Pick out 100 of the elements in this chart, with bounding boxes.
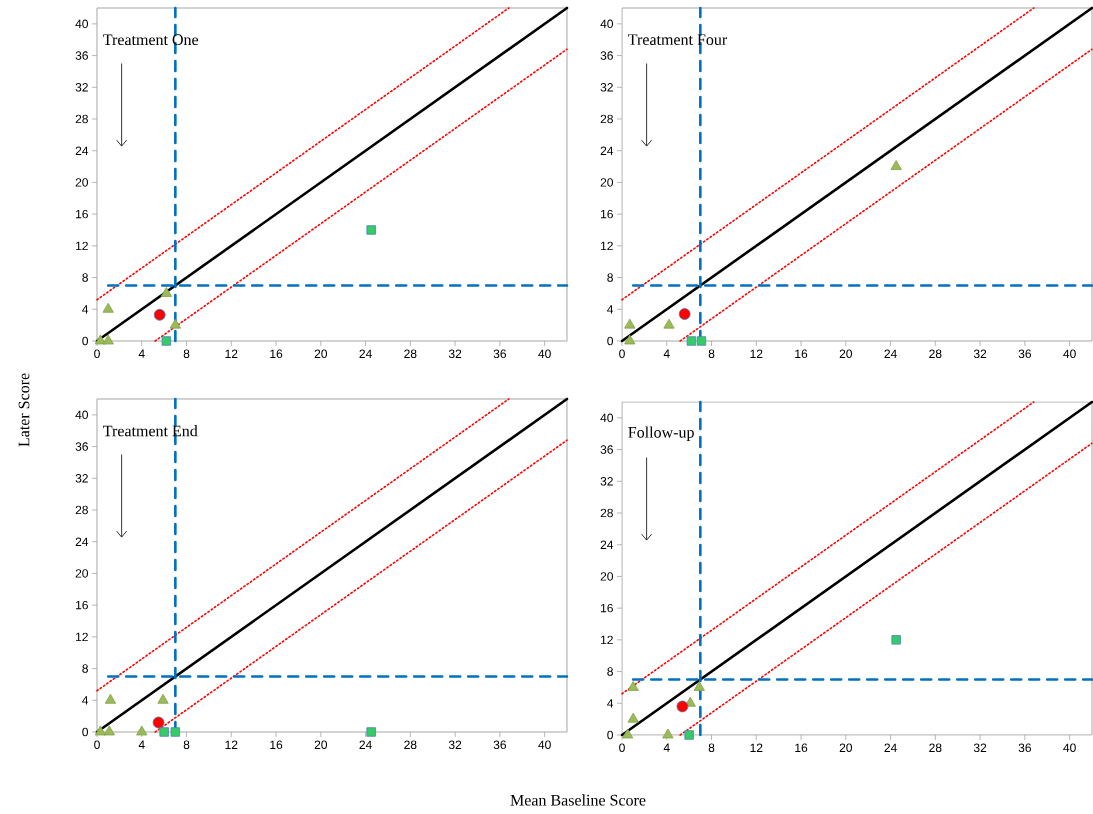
x-tick-label: 32 [973, 349, 987, 359]
y-tick-label: 4 [607, 699, 614, 708]
y-tick-label: 0 [82, 727, 89, 737]
y-tick-label: 32 [75, 474, 88, 483]
x-tick-label: 12 [225, 740, 238, 749]
point [627, 712, 639, 723]
x-tick-label: 12 [225, 349, 238, 358]
y-tick-label: 28 [75, 505, 88, 515]
x-tick-label: 40 [538, 349, 551, 359]
x-tick-label: 20 [314, 349, 328, 359]
point [161, 336, 172, 346]
y-tick-label: 16 [76, 600, 88, 610]
x-tick-label: 40 [1063, 349, 1076, 359]
x-tick-label: 40 [1063, 743, 1076, 753]
point [890, 160, 902, 170]
point [678, 308, 691, 320]
y-tick-label: 20 [75, 178, 89, 187]
annotation: Follow-up [628, 426, 694, 441]
x-tick-label: 8 [183, 740, 190, 750]
x-tick-label: 24 [359, 740, 372, 749]
y-tick-label: 36 [600, 445, 613, 454]
y-tick-label: 8 [607, 667, 613, 676]
x-tick-label: 28 [929, 349, 942, 359]
point [102, 334, 114, 345]
x-tick-label: 20 [839, 349, 853, 359]
y-tick-label: 40 [600, 19, 613, 29]
y-tick-label: 24 [600, 540, 614, 549]
y-tick-label: 28 [600, 114, 613, 124]
point [693, 681, 705, 691]
x-tick-label: 36 [1018, 349, 1031, 359]
y-tick-label: 0 [82, 336, 89, 346]
y-tick-label: 24 [75, 146, 89, 155]
y-tick-label: 32 [600, 83, 613, 92]
x-tick-label: 16 [795, 743, 808, 753]
y-tick-label: 12 [601, 241, 613, 251]
y-tick-label: 36 [600, 51, 613, 60]
point [686, 336, 697, 346]
point [366, 225, 376, 235]
x-tick-label: 28 [929, 743, 942, 753]
y-tick-label: 20 [600, 572, 613, 581]
y-tick-label: 8 [82, 664, 88, 673]
y-tick-label: 40 [600, 413, 613, 423]
point [169, 318, 181, 329]
x-tick-label: 32 [448, 349, 462, 359]
x-tick-label: 12 [750, 743, 763, 752]
point [160, 287, 172, 297]
y-tick-label: 8 [607, 273, 613, 282]
x-tick-label: 0 [619, 349, 625, 359]
x-tick-label: 32 [973, 743, 987, 753]
x-tick-label: 16 [795, 349, 808, 359]
x-tick-label: 28 [404, 740, 417, 750]
x-tick-label: 20 [839, 743, 853, 753]
x-tick-label: 24 [884, 743, 897, 752]
y-tick-label: 32 [600, 477, 613, 486]
x-tick-label: 40 [538, 740, 551, 750]
point [684, 730, 694, 740]
point [102, 302, 114, 313]
annotation: Treatment End [103, 425, 198, 437]
x-tick-label: 8 [708, 743, 715, 753]
x-tick-label: 16 [270, 740, 283, 750]
x-tick-label: 0 [94, 349, 100, 359]
x-tick-label: 0 [619, 743, 625, 753]
x-tick-label: 4 [663, 349, 670, 358]
y-tick-label: 24 [75, 537, 89, 546]
y-tick-label: 8 [82, 273, 88, 282]
x-axis-title: Mean Baseline Score [510, 794, 646, 806]
x-tick-label: 8 [708, 349, 715, 359]
point [153, 308, 166, 321]
point [891, 635, 901, 645]
x-tick-label: 24 [359, 349, 372, 358]
point [662, 728, 674, 739]
y-tick-label: 32 [75, 83, 88, 92]
y-tick-label: 16 [601, 603, 613, 613]
y-tick-label: 36 [75, 51, 88, 60]
x-tick-label: 36 [493, 349, 506, 359]
point [663, 318, 675, 329]
y-tick-label: 40 [75, 410, 89, 420]
x-tick-label: 0 [94, 740, 100, 750]
y-tick-label: 28 [75, 114, 88, 124]
y-tick-label: 0 [607, 336, 614, 346]
x-tick-label: 4 [138, 740, 145, 749]
point [696, 336, 707, 346]
y-tick-label: 12 [601, 635, 613, 645]
annotation: Treatment One [103, 34, 199, 46]
y-tick-label: 36 [75, 442, 88, 451]
point [624, 318, 636, 329]
y-tick-label: 24 [600, 146, 614, 155]
y-tick-label: 28 [600, 508, 613, 518]
y-tick-label: 0 [607, 730, 614, 740]
point [622, 728, 634, 739]
annotation: Treatment Four [628, 34, 728, 46]
x-tick-label: 16 [270, 349, 283, 359]
y-tick-label: 20 [600, 178, 613, 187]
y-tick-label: 4 [82, 696, 89, 705]
x-tick-label: 8 [183, 349, 190, 359]
x-tick-label: 36 [493, 740, 506, 750]
y-tick-label: 4 [607, 305, 614, 314]
x-tick-label: 36 [1018, 743, 1031, 753]
y-tick-label: 40 [75, 19, 89, 29]
x-tick-label: 4 [138, 349, 145, 358]
